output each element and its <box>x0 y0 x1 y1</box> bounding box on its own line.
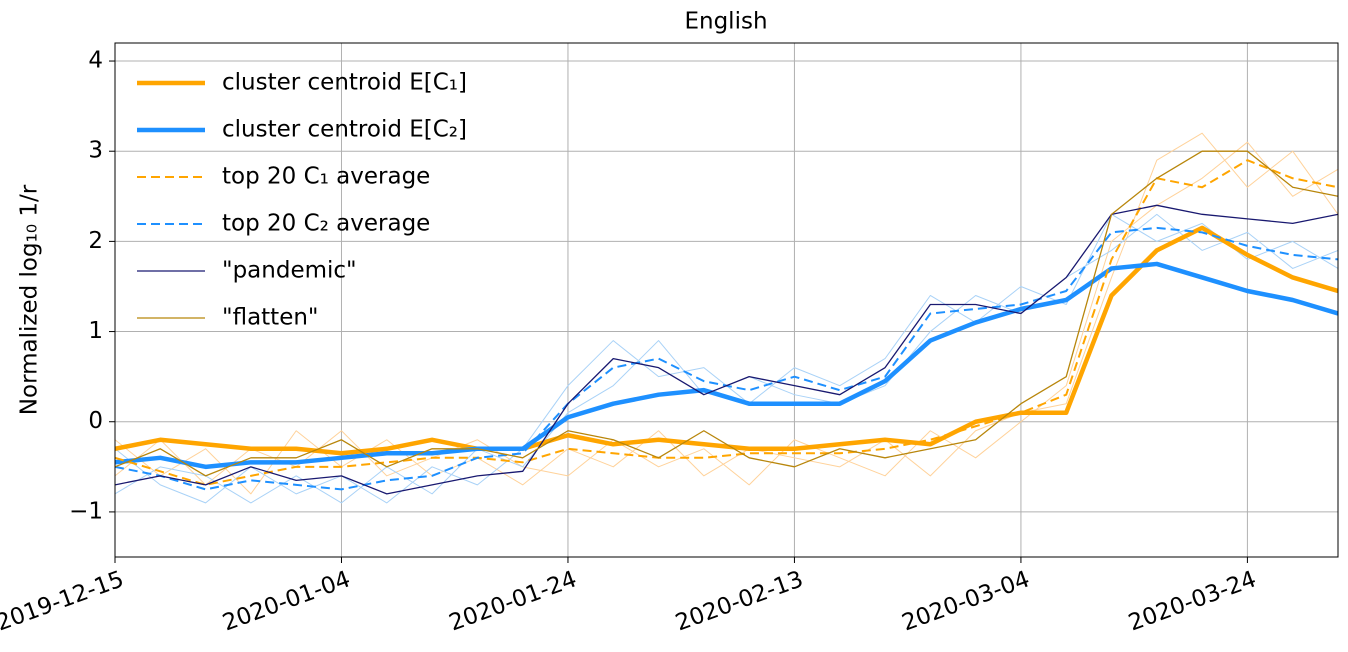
plot-frame <box>114 42 1339 558</box>
series-line <box>115 150 1338 477</box>
y-tick-label: 2 <box>88 228 103 254</box>
x-tick-label: 2020-03-24 <box>1125 566 1260 636</box>
chart-title: English <box>684 9 767 35</box>
legend-label: cluster centroid E[C₁] <box>222 70 467 96</box>
x-tick-label: 2020-01-24 <box>446 566 581 636</box>
series-line <box>115 204 1338 495</box>
y-tick-label: 3 <box>88 138 103 164</box>
legend-label: top 20 C₂ average <box>222 211 430 237</box>
x-tick-label: 2020-02-13 <box>672 566 807 636</box>
series-line <box>115 225 1338 456</box>
x-tick-label: 2020-03-04 <box>899 566 1034 636</box>
x-tick-label: 2020-01-04 <box>219 566 354 636</box>
series-line <box>115 159 1338 486</box>
series-line <box>115 261 1338 470</box>
y-tick-label: −1 <box>69 498 103 524</box>
y-tick-label: 1 <box>88 318 103 344</box>
y-tick-label: 0 <box>88 408 103 434</box>
legend-label: "flatten" <box>222 305 319 331</box>
x-tick-label: 2019-12-15 <box>0 566 127 636</box>
legend-label: "pandemic" <box>222 258 357 284</box>
legend-label: top 20 C₁ average <box>222 164 430 190</box>
y-axis-label: Normalized log₁₀ 1/r <box>17 184 43 415</box>
legend-label: cluster centroid E[C₂] <box>222 117 467 143</box>
y-tick-label: 4 <box>88 48 103 74</box>
